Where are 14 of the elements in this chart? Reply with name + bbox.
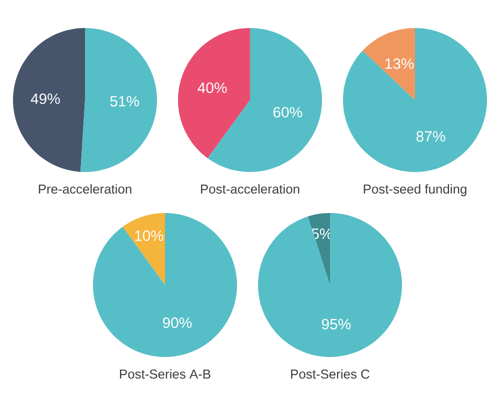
data-label: 95%	[322, 318, 351, 330]
data-label: 87%	[416, 131, 446, 142]
data-label: 51%	[110, 96, 139, 106]
data-label: 40%	[198, 82, 227, 94]
data-label: 49%	[30, 93, 60, 104]
text: Post-Series C	[291, 369, 370, 379]
data-label: 60%	[273, 106, 302, 118]
text: Post-Series A-B	[120, 369, 210, 379]
data-label: 13%	[385, 58, 414, 69]
text: Post-acceleration	[201, 184, 300, 194]
text: Post-seed funding	[364, 184, 466, 196]
text: Pre-acceleration	[38, 184, 132, 194]
data-label: 10%	[135, 230, 164, 241]
data-label: 90%	[162, 317, 192, 328]
